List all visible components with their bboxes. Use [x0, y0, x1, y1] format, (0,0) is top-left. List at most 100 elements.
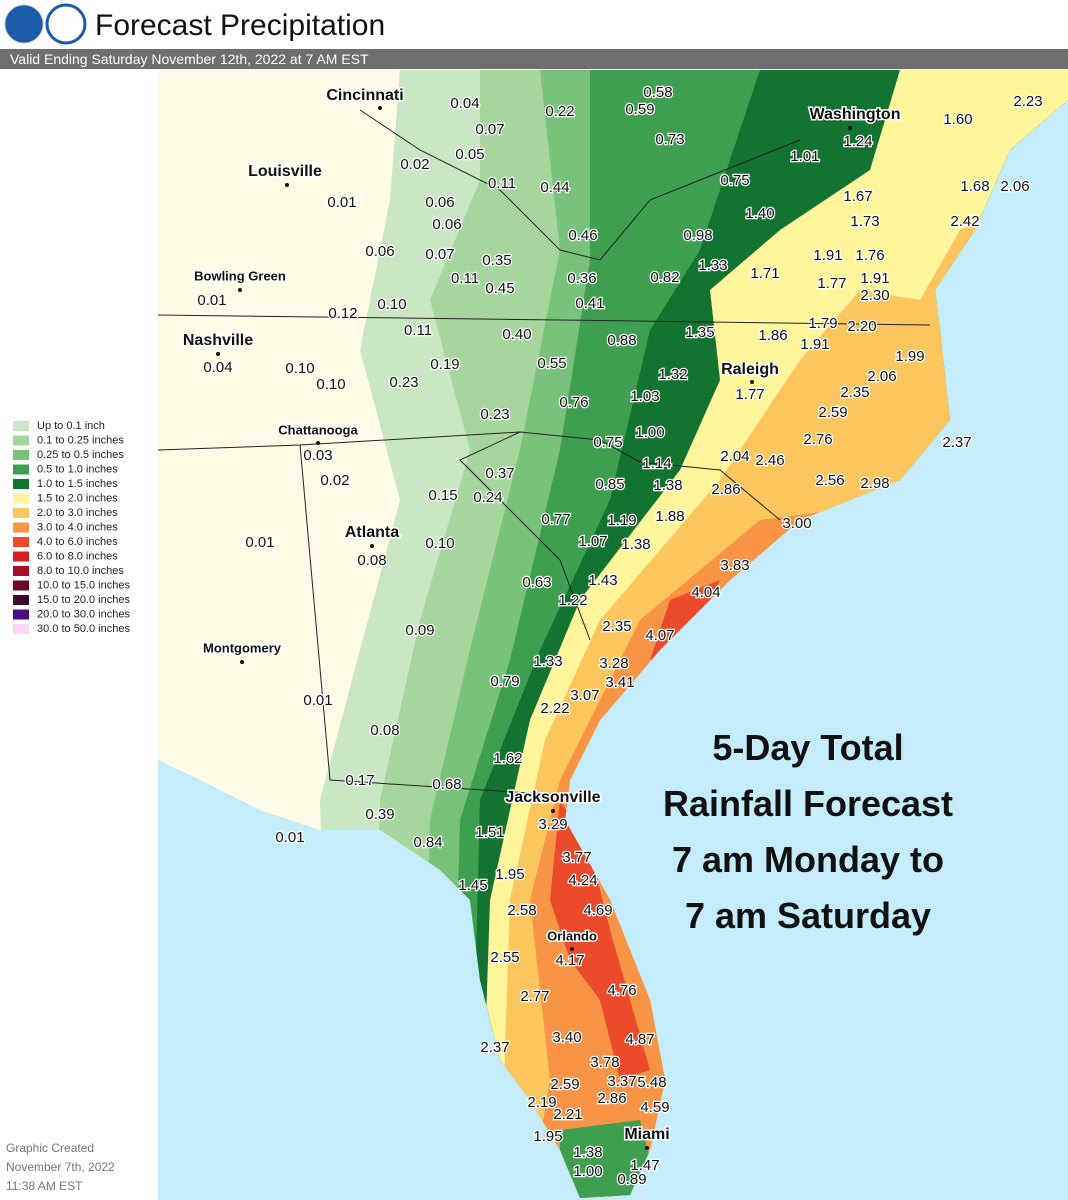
legend-label: 4.0 to 6.0 inches	[37, 536, 118, 548]
rainfall-amount: 0.01	[275, 829, 304, 846]
rainfall-amount: 2.42	[950, 213, 979, 230]
state-border	[459, 431, 591, 641]
legend-swatch	[13, 595, 29, 605]
rainfall-amount: 0.45	[485, 280, 514, 297]
created-note: Graphic Created	[6, 1141, 94, 1155]
rainfall-amount: 0.84	[413, 834, 442, 851]
rainfall-amount: 0.06	[432, 216, 461, 233]
rainfall-amount: 1.19	[607, 512, 636, 529]
rainfall-amount: 2.59	[550, 1076, 579, 1093]
city-label: Cincinnati	[326, 87, 403, 104]
annotation: Rainfall Forecast	[663, 783, 953, 824]
legend-label: 30.0 to 50.0 inches	[37, 623, 130, 635]
city-dot	[238, 288, 242, 292]
legend-swatch	[13, 624, 29, 634]
legend-swatch	[13, 464, 29, 475]
rainfall-amount: 0.15	[428, 487, 457, 504]
rainfall-amount: 1.91	[860, 270, 889, 287]
rainfall-amount: 2.98	[860, 475, 889, 492]
rainfall-amount: 2.37	[942, 434, 971, 451]
annotation: 5-Day Total	[712, 727, 903, 768]
rainfall-amount: 1.33	[533, 653, 562, 670]
rainfall-amount: 0.10	[316, 376, 345, 393]
rainfall-amount: 3.41	[605, 674, 634, 691]
city-dot	[378, 106, 382, 110]
rainfall-amount: 0.85	[595, 476, 624, 493]
rainfall-amount: 1.68	[960, 178, 989, 195]
legend-label: 3.0 to 4.0 inches	[37, 521, 118, 533]
rainfall-amount: 0.01	[197, 292, 226, 309]
rainfall-amount: 1.22	[558, 592, 587, 609]
city-label: Atlanta	[345, 524, 399, 541]
rainfall-amount: 0.06	[365, 243, 394, 260]
created-note: November 7th, 2022	[6, 1160, 115, 1174]
rainfall-amount: 0.75	[593, 434, 622, 451]
rainfall-amount: 1.76	[855, 247, 884, 264]
rainfall-amount: 2.37	[480, 1039, 509, 1056]
legend-swatch	[13, 537, 29, 547]
city-label: Bowling Green	[194, 268, 286, 283]
rainfall-amount: 0.01	[303, 692, 332, 709]
city-label: Nashville	[183, 332, 253, 349]
legend-swatch	[13, 566, 29, 576]
legend-swatch	[13, 435, 29, 446]
rainfall-amount: 0.89	[617, 1171, 646, 1188]
state-border	[639, 461, 781, 521]
rainfall-amount: 2.46	[755, 452, 784, 469]
rainfall-amount: 2.23	[1013, 93, 1042, 110]
rainfall-amount: 3.83	[720, 557, 749, 574]
city-label: Louisville	[248, 163, 322, 180]
rainfall-amount: 1.40	[745, 205, 774, 222]
rainfall-amount: 0.02	[400, 156, 429, 173]
rainfall-amount: 2.59	[818, 404, 847, 421]
rainfall-amount: 2.77	[520, 988, 549, 1005]
rainfall-amount: 1.07	[578, 533, 607, 550]
rainfall-amount: 3.00	[782, 515, 811, 532]
rainfall-amount: 0.73	[655, 131, 684, 148]
rainfall-amount: 0.39	[365, 806, 394, 823]
rainfall-amount: 2.04	[720, 448, 749, 465]
legend-swatch	[13, 551, 29, 562]
rainfall-amount: 0.04	[450, 95, 479, 112]
rainfall-amount: 0.40	[502, 326, 531, 343]
rainfall-amount: 4.59	[640, 1099, 669, 1116]
rainfall-amount: 4.04	[691, 584, 720, 601]
title: Forecast Precipitation	[95, 9, 385, 42]
rainfall-amount: 1.03	[630, 388, 659, 405]
rainfall-amount: 3.07	[570, 687, 599, 704]
city-dot	[848, 126, 852, 130]
rainfall-amount: 2.56	[815, 472, 844, 489]
rainfall-amount: 0.06	[425, 194, 454, 211]
rainfall-amount: 2.86	[597, 1090, 626, 1107]
rainfall-amount: 0.46	[568, 227, 597, 244]
rainfall-amount: 1.62	[493, 750, 522, 767]
subtitle: Valid Ending Saturday November 12th, 202…	[10, 51, 369, 67]
rainfall-amount: 1.71	[750, 265, 779, 282]
rainfall-amount: 0.41	[575, 295, 604, 312]
rainfall-amount: 2.06	[867, 368, 896, 385]
rainfall-amount: 1.33	[698, 257, 727, 274]
rainfall-amount: 2.06	[1000, 178, 1029, 195]
rainfall-amount: 1.51	[475, 824, 504, 841]
state-border	[359, 109, 801, 261]
rainfall-amount: 4.87	[625, 1031, 654, 1048]
rainfall-amount: 1.77	[817, 275, 846, 292]
legend-label: 6.0 to 8.0 inches	[37, 550, 118, 562]
rainfall-amount: 1.95	[533, 1128, 562, 1145]
legend-label: 0.1 to 0.25 inches	[37, 434, 124, 446]
state-border	[299, 444, 561, 796]
rainfall-amount: 0.19	[430, 356, 459, 373]
rainfall-amount: 3.28	[599, 655, 628, 672]
rainfall-amount: 2.55	[490, 949, 519, 966]
rainfall-amount: 3.78	[590, 1054, 619, 1071]
city-dot	[370, 544, 374, 548]
legend-label: 10.0 to 15.0 inches	[37, 579, 130, 591]
rainfall-amount: 0.04	[203, 359, 232, 376]
rainfall-amount: 0.22	[545, 103, 574, 120]
rainfall-amount: 0.88	[607, 332, 636, 349]
rainfall-amount: 2.19	[527, 1094, 556, 1111]
annotation: 7 am Saturday	[685, 895, 931, 936]
rainfall-amount: 0.24	[473, 489, 502, 506]
legend-swatch	[13, 522, 29, 533]
noaa-logo	[4, 4, 44, 44]
